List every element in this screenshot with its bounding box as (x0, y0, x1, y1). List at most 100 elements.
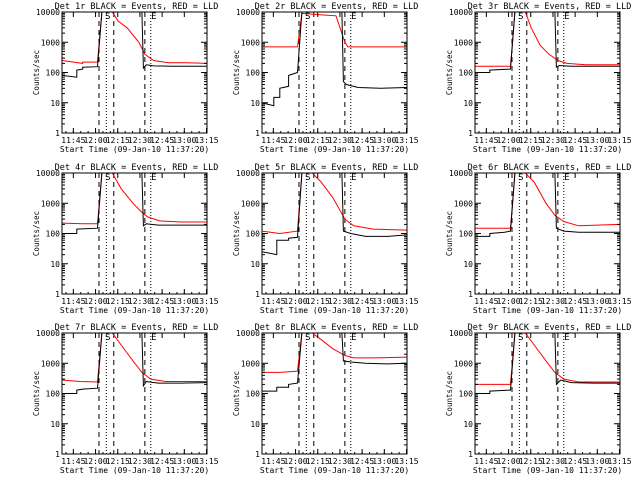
series-events-line (475, 333, 620, 394)
y-axis-label: Counts/sec (32, 50, 41, 95)
x-tick-label: 13:00 (172, 457, 196, 466)
y-tick-label: 10 (463, 99, 473, 108)
chart-panel-9: 1 10 100 1000 10000 11:4512:0012:1512:3012:45… (445, 323, 632, 475)
chart-title: Det 7r BLACK = Events, RED = LLD (55, 323, 219, 333)
x-tick-label: 12:30 (541, 136, 565, 145)
x-tick-label: 12:45 (150, 457, 174, 466)
chart-panel-7: 1 10 100 1000 10000 11:4512:0012:1512:3012:45… (32, 323, 219, 475)
x-tick-label: 13:00 (585, 297, 609, 306)
x-tick-label: 11:45 (261, 136, 285, 145)
series-events-line (62, 333, 207, 394)
x-tick-label: 13:15 (194, 457, 218, 466)
x-tick-label: 12:15 (306, 457, 330, 466)
series-lld-line (262, 173, 407, 235)
x-tick-label: 12:30 (541, 297, 565, 306)
y-tick-label: 10000 (236, 169, 260, 178)
chart-title: Det 9r BLACK = Events, RED = LLD (468, 323, 632, 333)
x-tick-label: 11:45 (474, 457, 498, 466)
x-tick-label: 12:45 (350, 297, 374, 306)
plot-frame (261, 332, 408, 455)
x-tick-label: 12:00 (83, 297, 107, 306)
series-events-line (475, 12, 620, 73)
x-tick-label: 13:15 (194, 136, 218, 145)
y-tick-label: 10000 (449, 169, 473, 178)
x-tick-label: 12:30 (541, 457, 565, 466)
y-axis-label: Counts/sec (32, 211, 41, 256)
y-tick-label: 10 (463, 260, 473, 269)
y-tick-label: 10000 (449, 329, 473, 338)
y-axis-label: Counts/sec (232, 50, 241, 95)
series-lld-line (262, 12, 407, 48)
series-events-line (475, 173, 620, 237)
x-axis-label: Start Time (09-Jan-10 11:37:20) (60, 306, 209, 315)
x-tick-label: 13:00 (585, 136, 609, 145)
x-tick-label: 11:45 (261, 297, 285, 306)
start-marker-label: S (105, 173, 110, 183)
plot-frame (261, 11, 408, 134)
end-marker-label: E (564, 173, 569, 183)
y-axis-label: Counts/sec (232, 211, 241, 256)
plot-frame (261, 172, 408, 295)
x-tick-label: 11:45 (474, 136, 498, 145)
x-tick-label: 13:15 (394, 297, 418, 306)
x-tick-label: 13:15 (607, 457, 631, 466)
series-lld-line (62, 333, 207, 383)
chart-title: Det 3r BLACK = Events, RED = LLD (468, 2, 632, 12)
x-tick-label: 13:15 (394, 136, 418, 145)
x-axis-label: Start Time (09-Jan-10 11:37:20) (473, 145, 622, 154)
series-lld-line (262, 333, 407, 373)
series-lld-line (475, 333, 620, 385)
chart-panel-4: 1 10 100 1000 10000 11:4512:0012:1512:3012:45… (32, 163, 219, 315)
y-tick-label: 10000 (236, 329, 260, 338)
chart-title: Det 5r BLACK = Events, RED = LLD (255, 163, 419, 173)
y-tick-label: 100 (46, 230, 61, 239)
y-tick-label: 10 (50, 99, 60, 108)
x-tick-label: 13:00 (372, 457, 396, 466)
y-tick-label: 100 (459, 69, 474, 78)
y-tick-label: 1 (468, 290, 473, 299)
y-tick-label: 10000 (236, 8, 260, 17)
x-tick-label: 11:45 (261, 457, 285, 466)
chart-title: Det 1r BLACK = Events, RED = LLD (55, 2, 219, 12)
x-tick-label: 12:45 (563, 457, 587, 466)
x-tick-label: 12:00 (283, 297, 307, 306)
x-tick-label: 11:45 (61, 457, 85, 466)
end-marker-label: E (351, 12, 356, 22)
x-tick-label: 12:45 (350, 457, 374, 466)
x-tick-label: 13:15 (607, 297, 631, 306)
series-lld-line (62, 12, 207, 64)
y-axis-label: Counts/sec (232, 371, 241, 416)
chart-panel-3: 1 10 100 1000 10000 11:4512:0012:1512:3012:45… (445, 2, 632, 154)
x-tick-label: 12:00 (283, 457, 307, 466)
y-tick-label: 10 (250, 260, 260, 269)
series-lld-line (475, 12, 620, 67)
y-tick-label: 1000 (41, 199, 60, 208)
end-marker-label: E (564, 333, 569, 343)
x-tick-label: 13:00 (172, 297, 196, 306)
y-tick-label: 1 (55, 290, 60, 299)
x-tick-label: 12:00 (496, 457, 520, 466)
y-tick-label: 10 (250, 420, 260, 429)
y-tick-label: 10000 (36, 169, 60, 178)
x-tick-label: 12:15 (306, 136, 330, 145)
x-axis-label: Start Time (09-Jan-10 11:37:20) (60, 466, 209, 475)
x-tick-label: 13:00 (585, 457, 609, 466)
x-tick-label: 12:45 (150, 297, 174, 306)
x-tick-label: 11:45 (474, 297, 498, 306)
x-tick-label: 12:45 (563, 136, 587, 145)
end-marker-label: E (351, 333, 356, 343)
x-tick-label: 12:15 (106, 297, 130, 306)
y-tick-label: 10 (463, 420, 473, 429)
y-tick-label: 1000 (454, 38, 473, 47)
y-tick-label: 100 (46, 69, 61, 78)
plot-frame (474, 332, 621, 455)
x-tick-label: 13:00 (372, 297, 396, 306)
start-marker-label: S (305, 12, 310, 22)
x-tick-label: 12:45 (350, 136, 374, 145)
y-tick-label: 1 (55, 450, 60, 459)
chart-title: Det 4r BLACK = Events, RED = LLD (55, 163, 219, 173)
series-events-line (62, 173, 207, 234)
y-tick-label: 1000 (41, 38, 60, 47)
x-axis-label: Start Time (09-Jan-10 11:37:20) (60, 145, 209, 154)
y-tick-label: 1000 (41, 359, 60, 368)
